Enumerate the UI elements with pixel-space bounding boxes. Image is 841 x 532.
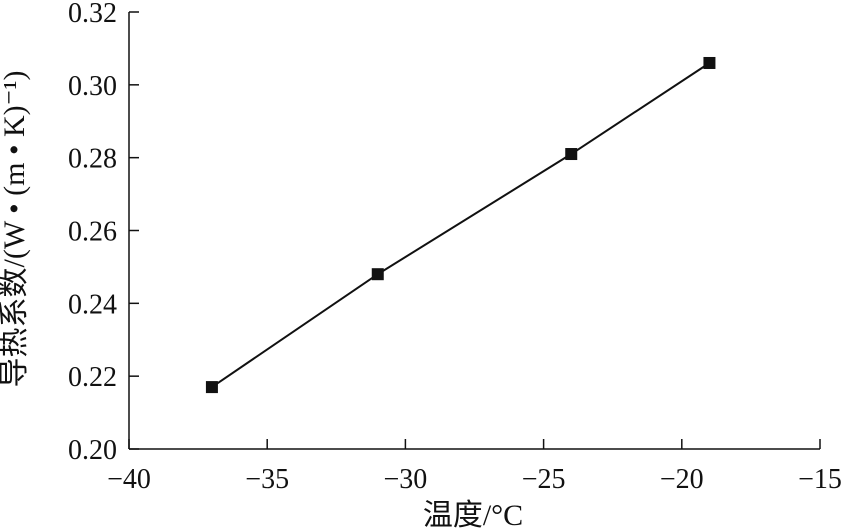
- series-markers: [205, 56, 716, 394]
- data-point-square: [565, 148, 578, 161]
- x-tick-label: −35: [245, 464, 289, 495]
- y-axis-title: 导热系数/(W • (m • K)⁻¹): [0, 71, 31, 388]
- y-tick-label: 0.20: [68, 435, 117, 466]
- y-tick-label: 0.26: [68, 217, 117, 248]
- x-tick-label: −15: [798, 464, 841, 495]
- x-tick-label: −25: [522, 464, 566, 495]
- data-point-square: [371, 268, 384, 281]
- x-axis-title: 温度/°C: [423, 499, 523, 532]
- y-axis-ticks: 0.20 0.22 0.24 0.26 0.28 0.30 0.32: [68, 0, 139, 466]
- x-tick-label: −20: [660, 464, 704, 495]
- y-tick-label: 0.24: [68, 289, 117, 320]
- data-point-square: [205, 381, 218, 394]
- x-axis-ticks: −40 −35 −30 −25 −20 −15: [107, 439, 841, 495]
- y-tick-label: 0.22: [68, 362, 117, 393]
- x-tick-label: −30: [384, 464, 428, 495]
- plot-layer: [205, 56, 716, 394]
- x-tick-label: −40: [107, 464, 151, 495]
- axes-layer: −40 −35 −30 −25 −20 −15 0.200.220.240.260.280…: [68, 0, 841, 495]
- y-tick-label: 0.30: [68, 71, 117, 102]
- y-tick-label: 0.28: [68, 144, 117, 175]
- data-point-square: [703, 56, 716, 69]
- series-line: [211, 62, 710, 388]
- y-tick-label: 0.32: [68, 0, 117, 29]
